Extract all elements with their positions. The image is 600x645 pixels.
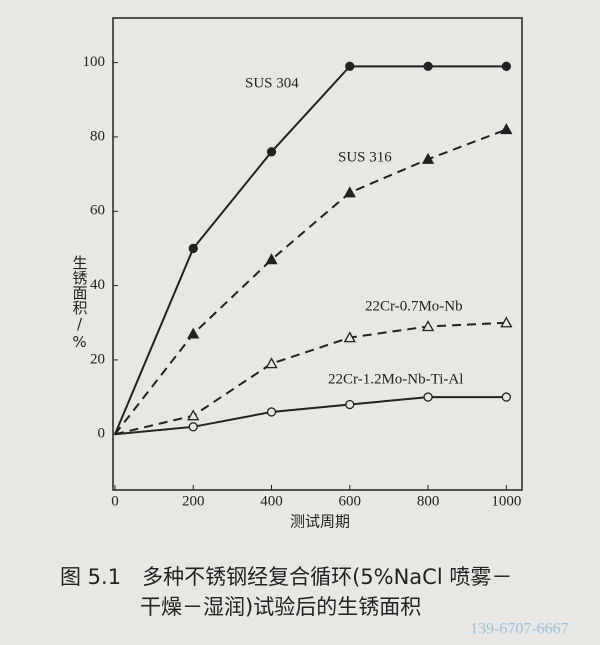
point (188, 422, 198, 432)
series-label: 22Cr-0.7Mo-Nb (365, 298, 463, 314)
point (421, 152, 435, 164)
series-line (114, 65, 507, 435)
point (266, 147, 277, 157)
series-line (114, 128, 507, 435)
x-tick-label: 600 (339, 493, 362, 509)
point (265, 253, 278, 265)
point (187, 409, 200, 421)
point (501, 392, 511, 402)
point (501, 61, 511, 71)
series-label: SUS 316 (338, 149, 392, 165)
series-label: 22Cr-1.2Mo-Nb-Ti-Al (328, 371, 463, 387)
x-tick-label: 800 (417, 493, 440, 509)
series-line (114, 321, 507, 436)
y-tick-label: 100 (83, 54, 106, 70)
caption-line: 图 5.1 多种不锈钢经复合循环(5%NaCl 喷雾－ (60, 565, 512, 589)
y-tick-label: 80 (90, 128, 105, 144)
point (500, 316, 513, 328)
x-tick-label: 200 (182, 493, 205, 509)
plot-frame (112, 17, 523, 491)
series-label: SUS 304 (245, 75, 299, 91)
y-tick-label: 40 (90, 277, 105, 293)
point (187, 327, 200, 339)
point (423, 392, 433, 402)
point (423, 61, 433, 71)
x-axis-label: 测试周期 (290, 513, 350, 531)
x-tick-label: 0 (111, 493, 119, 509)
x-tick-label: 1000 (491, 493, 521, 509)
y-tick-label: 0 (98, 426, 106, 442)
point (343, 186, 356, 198)
point (500, 123, 513, 135)
y-axis-label: 生锈面积/% (71, 255, 89, 351)
point (421, 320, 435, 332)
watermark: 139-6707-6667 (470, 621, 569, 638)
x-tick-label: 400 (260, 493, 283, 509)
y-tick-label: 20 (90, 351, 105, 367)
point (265, 357, 278, 369)
y-tick-label: 60 (90, 203, 105, 219)
point (343, 331, 356, 343)
series-line (114, 396, 507, 436)
point (345, 399, 355, 410)
caption-line: 干燥－湿润)试验后的生锈面积 (140, 595, 421, 619)
point (345, 61, 355, 71)
point (266, 407, 277, 417)
point (188, 243, 198, 254)
